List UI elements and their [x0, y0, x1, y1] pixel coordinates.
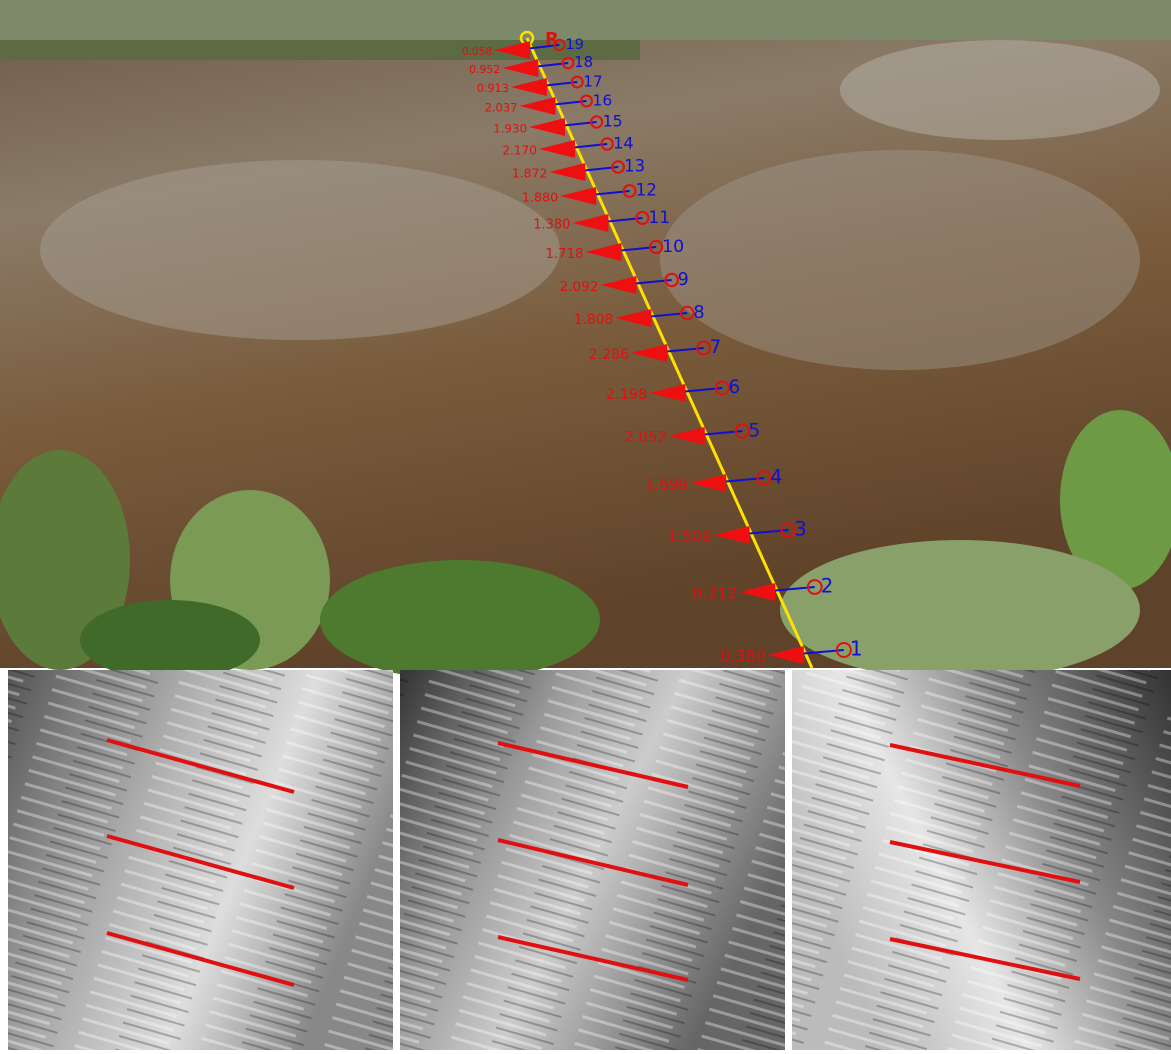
velocity-label: 1.718 [545, 247, 583, 262]
velocity-label: 0.212 [692, 584, 737, 603]
velocity-label: 1.880 [522, 190, 558, 205]
station-label: 19 [565, 36, 584, 53]
station-label: 2 [821, 575, 834, 598]
velocity-label: 0.058 [462, 46, 493, 58]
velocity-label: 1.930 [493, 122, 527, 136]
station-label: 8 [693, 302, 704, 323]
velocity-label: 2.286 [589, 347, 630, 363]
station-label: 18 [574, 53, 593, 71]
velocity-label: 0.380 [720, 647, 766, 666]
velocity-label: 2.170 [502, 144, 537, 158]
station-label: 14 [613, 134, 633, 153]
figure: R 10.38020.21231.50941.69952.05262.19872… [0, 0, 1171, 1050]
station-label: 5 [748, 421, 760, 442]
station-label: 3 [794, 518, 806, 541]
velocity-label: 1.380 [533, 218, 570, 233]
station-label: 15 [603, 112, 623, 131]
velocity-label: 2.037 [485, 101, 518, 115]
velocity-label: 2.198 [606, 387, 648, 403]
station-label: 7 [710, 337, 722, 358]
velocity-label: 1.808 [574, 312, 614, 328]
velocity-label: 1.699 [645, 476, 688, 494]
station-label: 6 [728, 377, 740, 398]
velocity-label: 0.913 [477, 82, 509, 95]
station-label: 4 [770, 466, 782, 489]
station-label: 13 [624, 157, 645, 176]
velocity-label: 1.509 [668, 528, 712, 546]
velocity-label: 2.052 [624, 429, 666, 446]
station-label: 11 [648, 208, 670, 228]
velocity-label: 0.952 [469, 63, 500, 76]
panels [8, 670, 1171, 1050]
station-label: 12 [636, 180, 657, 200]
velocity-label: 1.872 [512, 166, 547, 181]
station-label: 16 [593, 92, 613, 110]
station-label: 10 [662, 237, 684, 257]
station-label: 17 [583, 73, 602, 91]
page: R 10.38020.21231.50941.69952.05262.19872… [0, 0, 1171, 1050]
station-label: 9 [678, 270, 689, 290]
velocity-label: 2.092 [560, 279, 599, 295]
station-label: 1 [850, 637, 863, 661]
